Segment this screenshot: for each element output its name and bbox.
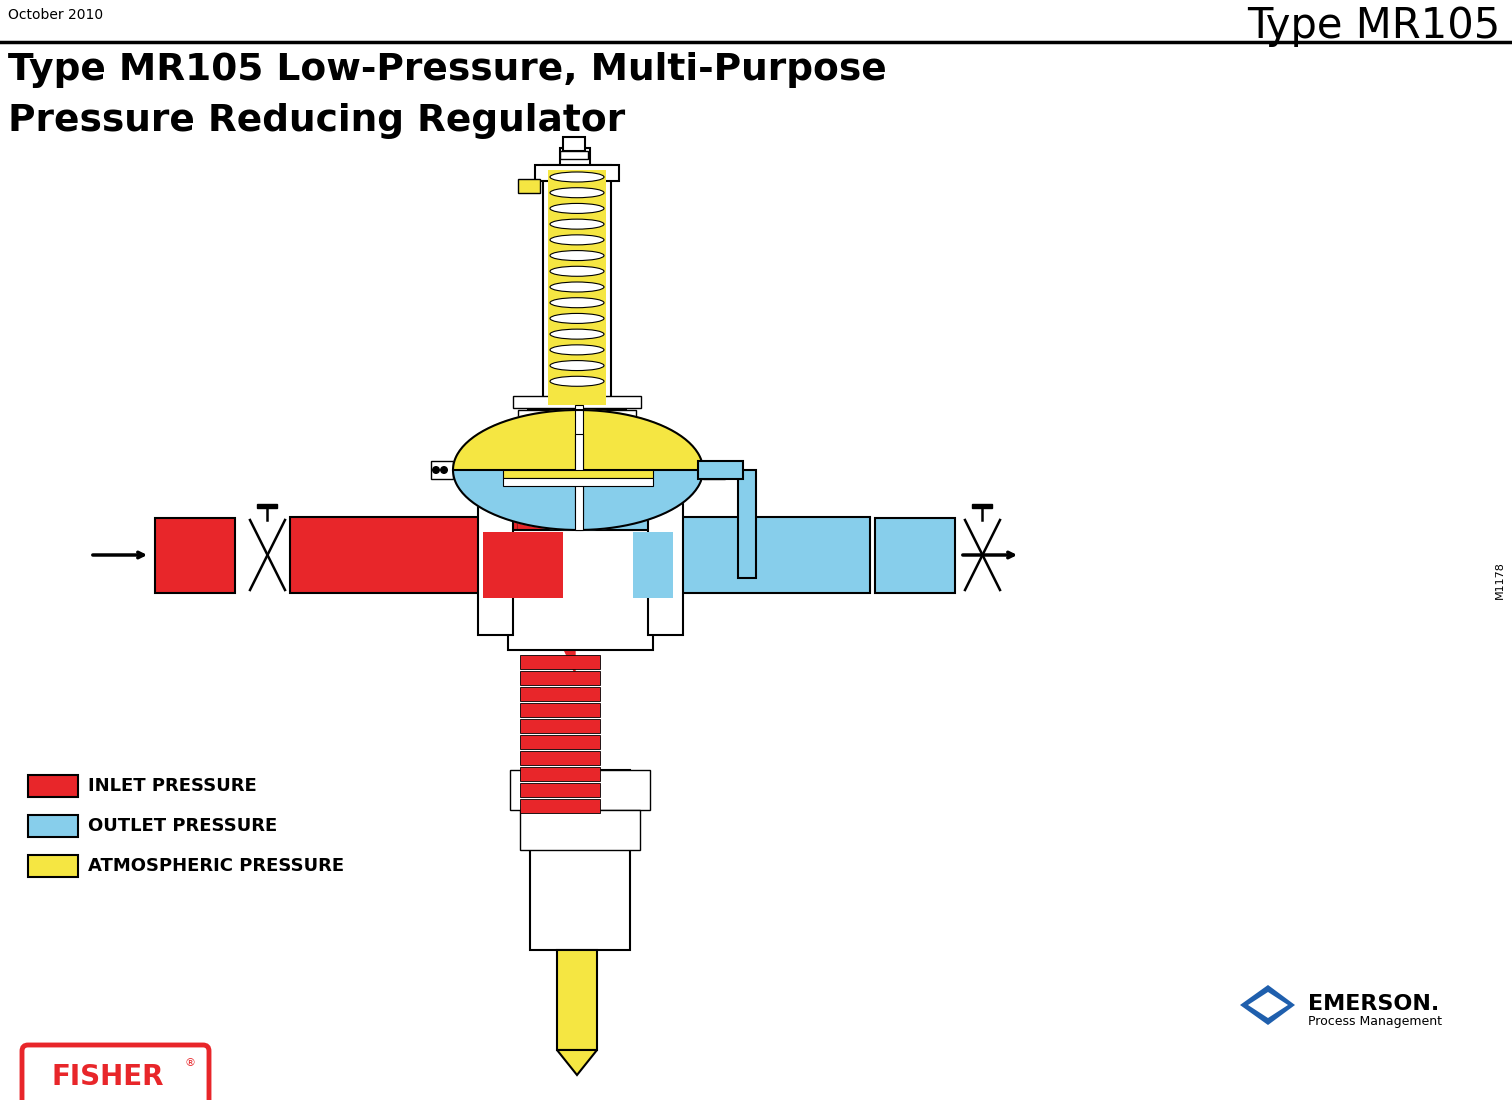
- Bar: [575, 405, 584, 520]
- Bar: [29, 855, 79, 877]
- Bar: [543, 165, 611, 410]
- Bar: [29, 815, 79, 837]
- Bar: [575, 434, 584, 530]
- Circle shape: [432, 466, 440, 474]
- Bar: [519, 410, 637, 418]
- Text: ATMOSPHERIC PRESSURE: ATMOSPHERIC PRESSURE: [88, 857, 345, 874]
- Ellipse shape: [550, 266, 603, 276]
- Bar: [520, 671, 600, 685]
- Text: M1178: M1178: [1495, 561, 1504, 598]
- Bar: [29, 776, 79, 798]
- Bar: [520, 799, 600, 813]
- Bar: [520, 810, 640, 850]
- Bar: [519, 179, 540, 192]
- Bar: [559, 151, 588, 160]
- Bar: [478, 485, 513, 635]
- Ellipse shape: [550, 345, 603, 355]
- Bar: [649, 485, 683, 635]
- Bar: [535, 165, 618, 182]
- Bar: [257, 504, 277, 508]
- Bar: [590, 517, 869, 593]
- Text: INLET PRESSURE: INLET PRESSURE: [88, 777, 257, 795]
- Text: ®: ®: [184, 1058, 197, 1068]
- Bar: [520, 751, 600, 764]
- Bar: [972, 504, 992, 508]
- Ellipse shape: [550, 361, 603, 371]
- Bar: [520, 719, 600, 733]
- Bar: [556, 950, 597, 1050]
- Bar: [156, 517, 234, 593]
- Ellipse shape: [550, 204, 603, 213]
- Circle shape: [714, 466, 723, 474]
- Bar: [528, 410, 626, 415]
- Text: Type MR105 Low-Pressure, Multi-Purpose: Type MR105 Low-Pressure, Multi-Purpose: [8, 52, 886, 88]
- Polygon shape: [1240, 984, 1294, 1025]
- Text: Pressure Reducing Regulator: Pressure Reducing Regulator: [8, 103, 626, 139]
- Ellipse shape: [550, 219, 603, 229]
- Bar: [634, 532, 673, 598]
- Bar: [520, 783, 600, 798]
- Bar: [503, 470, 653, 478]
- Polygon shape: [1247, 992, 1288, 1018]
- Polygon shape: [454, 410, 703, 470]
- Ellipse shape: [550, 188, 603, 198]
- Bar: [703, 461, 724, 478]
- Bar: [520, 767, 600, 781]
- Polygon shape: [556, 1050, 597, 1075]
- Bar: [431, 461, 454, 478]
- Ellipse shape: [550, 298, 603, 308]
- Text: OUTLET PRESSURE: OUTLET PRESSURE: [88, 817, 277, 835]
- Bar: [547, 170, 606, 405]
- Bar: [510, 770, 650, 810]
- Circle shape: [440, 466, 448, 474]
- Bar: [559, 148, 590, 170]
- Bar: [520, 735, 600, 749]
- Ellipse shape: [550, 376, 603, 386]
- Ellipse shape: [550, 282, 603, 292]
- Ellipse shape: [550, 172, 603, 182]
- Bar: [508, 530, 653, 650]
- Bar: [520, 688, 600, 701]
- Polygon shape: [519, 517, 575, 673]
- Polygon shape: [454, 470, 703, 530]
- Circle shape: [706, 466, 714, 474]
- Bar: [513, 396, 641, 408]
- Text: EMERSON.: EMERSON.: [1308, 994, 1439, 1014]
- Text: October 2010: October 2010: [8, 8, 103, 22]
- Ellipse shape: [550, 235, 603, 245]
- Text: FISHER: FISHER: [51, 1063, 165, 1091]
- Bar: [482, 532, 562, 598]
- Bar: [520, 703, 600, 717]
- Bar: [738, 470, 756, 578]
- Text: Process Management: Process Management: [1308, 1015, 1442, 1028]
- Bar: [503, 478, 653, 486]
- Bar: [520, 654, 600, 669]
- Bar: [562, 138, 585, 151]
- Ellipse shape: [550, 329, 603, 339]
- Bar: [290, 517, 519, 593]
- Ellipse shape: [550, 314, 603, 323]
- Bar: [699, 461, 742, 478]
- Ellipse shape: [550, 251, 603, 261]
- Bar: [875, 517, 956, 593]
- FancyBboxPatch shape: [23, 1045, 209, 1100]
- Bar: [531, 770, 631, 950]
- Text: Type MR105: Type MR105: [1247, 6, 1500, 47]
